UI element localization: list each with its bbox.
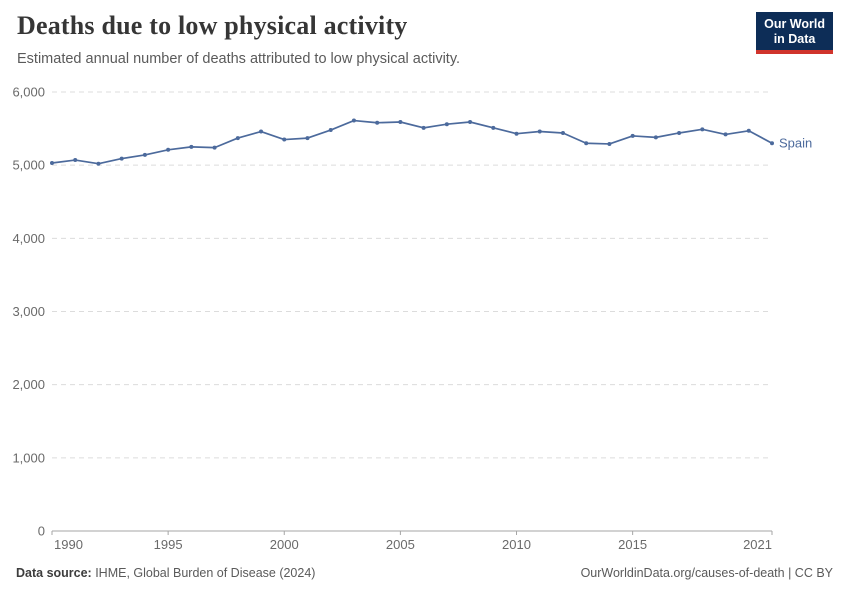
data-point	[398, 119, 403, 124]
data-point	[73, 158, 78, 163]
data-point	[491, 125, 496, 130]
data-point	[770, 141, 774, 146]
series-label: Spain	[779, 136, 812, 151]
y-axis-label: 1,000	[12, 450, 45, 465]
data-point	[375, 120, 380, 125]
data-point	[328, 128, 333, 133]
data-point	[584, 141, 589, 146]
chart-subtitle: Estimated annual number of deaths attrib…	[17, 51, 461, 67]
data-point	[142, 152, 147, 157]
data-point	[421, 125, 426, 130]
data-source: Data source: IHME, Global Burden of Dise…	[16, 566, 315, 580]
data-point	[444, 122, 449, 127]
data-source-label: Data source:	[16, 566, 92, 580]
page-title: Deaths due to low physical activity	[17, 11, 408, 40]
x-axis-label: 2000	[270, 537, 299, 552]
y-axis-label: 6,000	[12, 85, 45, 100]
data-point	[96, 161, 101, 166]
x-axis-label: 2015	[618, 537, 647, 552]
data-point	[189, 144, 194, 149]
y-axis-label: 4,000	[12, 231, 45, 246]
x-axis-label: 2010	[502, 537, 531, 552]
logo-line-1: Our World	[764, 17, 825, 31]
y-axis-label: 0	[38, 524, 45, 539]
data-line	[51, 119, 773, 165]
data-point	[537, 129, 542, 134]
data-point	[119, 156, 124, 161]
data-point	[677, 130, 682, 135]
data-point	[607, 141, 612, 146]
data-point	[630, 133, 635, 138]
x-axis-label: 2021	[743, 537, 772, 552]
chart-footer: Data source: IHME, Global Burden of Dise…	[16, 566, 833, 580]
data-point	[166, 147, 171, 152]
data-point	[50, 160, 54, 165]
owid-logo: Our World in Data	[756, 12, 833, 54]
data-point	[700, 127, 705, 132]
data-point	[560, 130, 565, 135]
x-axis-label: 1990	[54, 537, 83, 552]
x-axis-label: 2005	[386, 537, 415, 552]
data-point	[282, 137, 287, 142]
data-point	[514, 131, 519, 136]
logo-line-2: in Data	[773, 31, 816, 46]
x-axis-label: 1995	[154, 537, 183, 552]
y-axis-label: 3,000	[12, 304, 45, 319]
credit-line: OurWorldinData.org/causes-of-death | CC …	[580, 566, 833, 580]
data-point	[746, 128, 751, 133]
data-point	[351, 118, 356, 123]
data-point	[723, 132, 728, 137]
data-point	[468, 119, 473, 124]
data-point	[653, 135, 658, 140]
data-point	[235, 136, 240, 141]
data-point	[212, 145, 217, 150]
y-axis-label: 2,000	[12, 377, 45, 392]
data-point	[259, 129, 264, 134]
y-axis-label: 5,000	[12, 158, 45, 173]
data-source-text: IHME, Global Burden of Disease (2024)	[91, 566, 316, 580]
data-point	[305, 136, 310, 141]
